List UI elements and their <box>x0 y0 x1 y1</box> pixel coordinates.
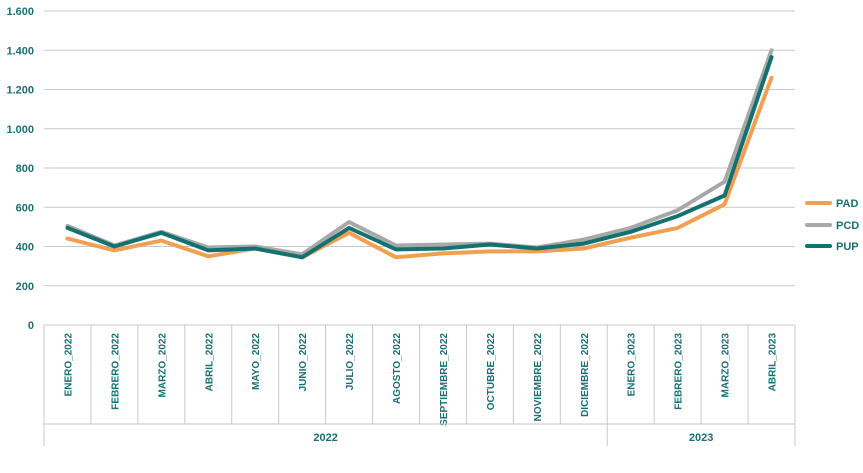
x-tick-label: DICIEMBRE_2022 <box>580 333 591 417</box>
x-tick-label: FEBRERO_2023 <box>674 333 685 410</box>
x-tick-label: ENERO_2022 <box>63 333 74 397</box>
legend: PAD PCD PUP <box>805 198 859 253</box>
y-tick-label: 1.400 <box>6 45 34 57</box>
series-line-pup <box>65 55 774 260</box>
y-tick-label: 600 <box>16 202 34 214</box>
x-tick-label: JULIO_2022 <box>345 333 356 391</box>
y-tick-label: 0 <box>28 320 34 332</box>
y-tick-label: 200 <box>16 281 34 293</box>
x-axis: ENERO_2022 FEBRERO_2022 MARZO_2022 ABRIL_20… <box>43 325 796 446</box>
series-line-pcd <box>65 48 774 257</box>
y-tick-label: 1.200 <box>6 85 34 97</box>
y-tick-label: 400 <box>16 242 34 254</box>
x-tick-label: MARZO_2023 <box>721 333 732 398</box>
legend-label-pup: PUP <box>836 241 859 253</box>
x-tick-label: AGOSTO_2022 <box>392 333 403 404</box>
y-tick-label: 800 <box>16 163 34 175</box>
y-tick-label: 1.600 <box>6 6 34 18</box>
group-label-2022: 2022 <box>313 432 337 444</box>
y-axis-ticks: 0 200 400 600 800 1.000 1.200 1.400 1.600 <box>6 6 34 332</box>
gridlines <box>44 10 795 326</box>
legend-label-pcd: PCD <box>836 220 859 232</box>
series-lines <box>65 48 774 260</box>
x-tick-label: MARZO_2022 <box>157 333 168 398</box>
x-tick-label: ABRIL_2022 <box>204 333 215 392</box>
series-line-pad <box>65 75 774 260</box>
x-tick-label: ENERO_2023 <box>627 333 638 397</box>
x-tick-label: ABRIL_2023 <box>768 333 779 392</box>
x-tick-label: JUNIO_2022 <box>298 333 309 392</box>
x-tick-label: FEBRERO_2022 <box>110 333 121 410</box>
x-tick-label: NOVIEMBRE_2022 <box>533 333 544 422</box>
x-tick-label: OCTUBRE_2022 <box>486 333 497 411</box>
legend-label-pad: PAD <box>836 198 858 210</box>
group-label-2023: 2023 <box>689 432 713 444</box>
y-tick-label: 1.000 <box>6 124 34 136</box>
x-tick-label: SEPTIEMBRE_2022 <box>439 333 450 426</box>
x-tick-label: MAYO_2022 <box>251 333 262 390</box>
